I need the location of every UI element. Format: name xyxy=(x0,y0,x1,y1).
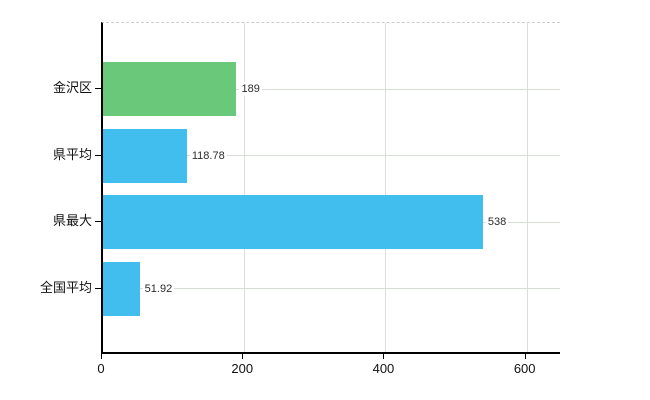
y-axis-category-label: 金沢区 xyxy=(52,80,92,96)
x-axis-tick-0 xyxy=(101,354,102,359)
x-axis-tick-600 xyxy=(524,354,526,359)
plot-area: 189 118.78 538 51.92 xyxy=(101,22,560,354)
y-axis-category-label: 全国平均 xyxy=(39,279,92,295)
bar-金沢区[interactable] xyxy=(103,62,237,117)
horizontal-gridline xyxy=(103,288,560,290)
x-axis-tick-label: 400 xyxy=(372,361,395,376)
y-axis-tick xyxy=(95,154,101,156)
x-axis-tick-label: 0 xyxy=(97,361,105,376)
y-axis-tick xyxy=(95,221,101,223)
horizontal-gridline xyxy=(103,155,560,157)
x-axis-tick-label: 200 xyxy=(231,361,254,376)
y-axis-category-label: 県平均 xyxy=(52,146,92,162)
vertical-gridline-600 xyxy=(526,23,528,352)
value-label: 189 xyxy=(239,82,262,97)
vertical-gridline-200 xyxy=(244,23,246,352)
vertical-gridline-400 xyxy=(385,23,387,352)
y-axis-tick xyxy=(95,88,101,90)
bar-県平均[interactable] xyxy=(103,128,187,183)
y-axis-tick xyxy=(95,287,101,289)
x-axis-tick-200 xyxy=(242,354,244,359)
bar-県最大[interactable] xyxy=(103,195,483,250)
value-label: 118.78 xyxy=(189,148,227,163)
x-axis-tick-label: 600 xyxy=(513,361,536,376)
horizontal-gridline xyxy=(103,88,560,90)
x-axis-tick-400 xyxy=(383,354,385,359)
value-label: 538 xyxy=(485,215,509,230)
value-label: 51.92 xyxy=(142,281,175,296)
y-axis-category-label: 県最大 xyxy=(52,213,92,229)
bar-全国平均[interactable] xyxy=(103,261,140,316)
